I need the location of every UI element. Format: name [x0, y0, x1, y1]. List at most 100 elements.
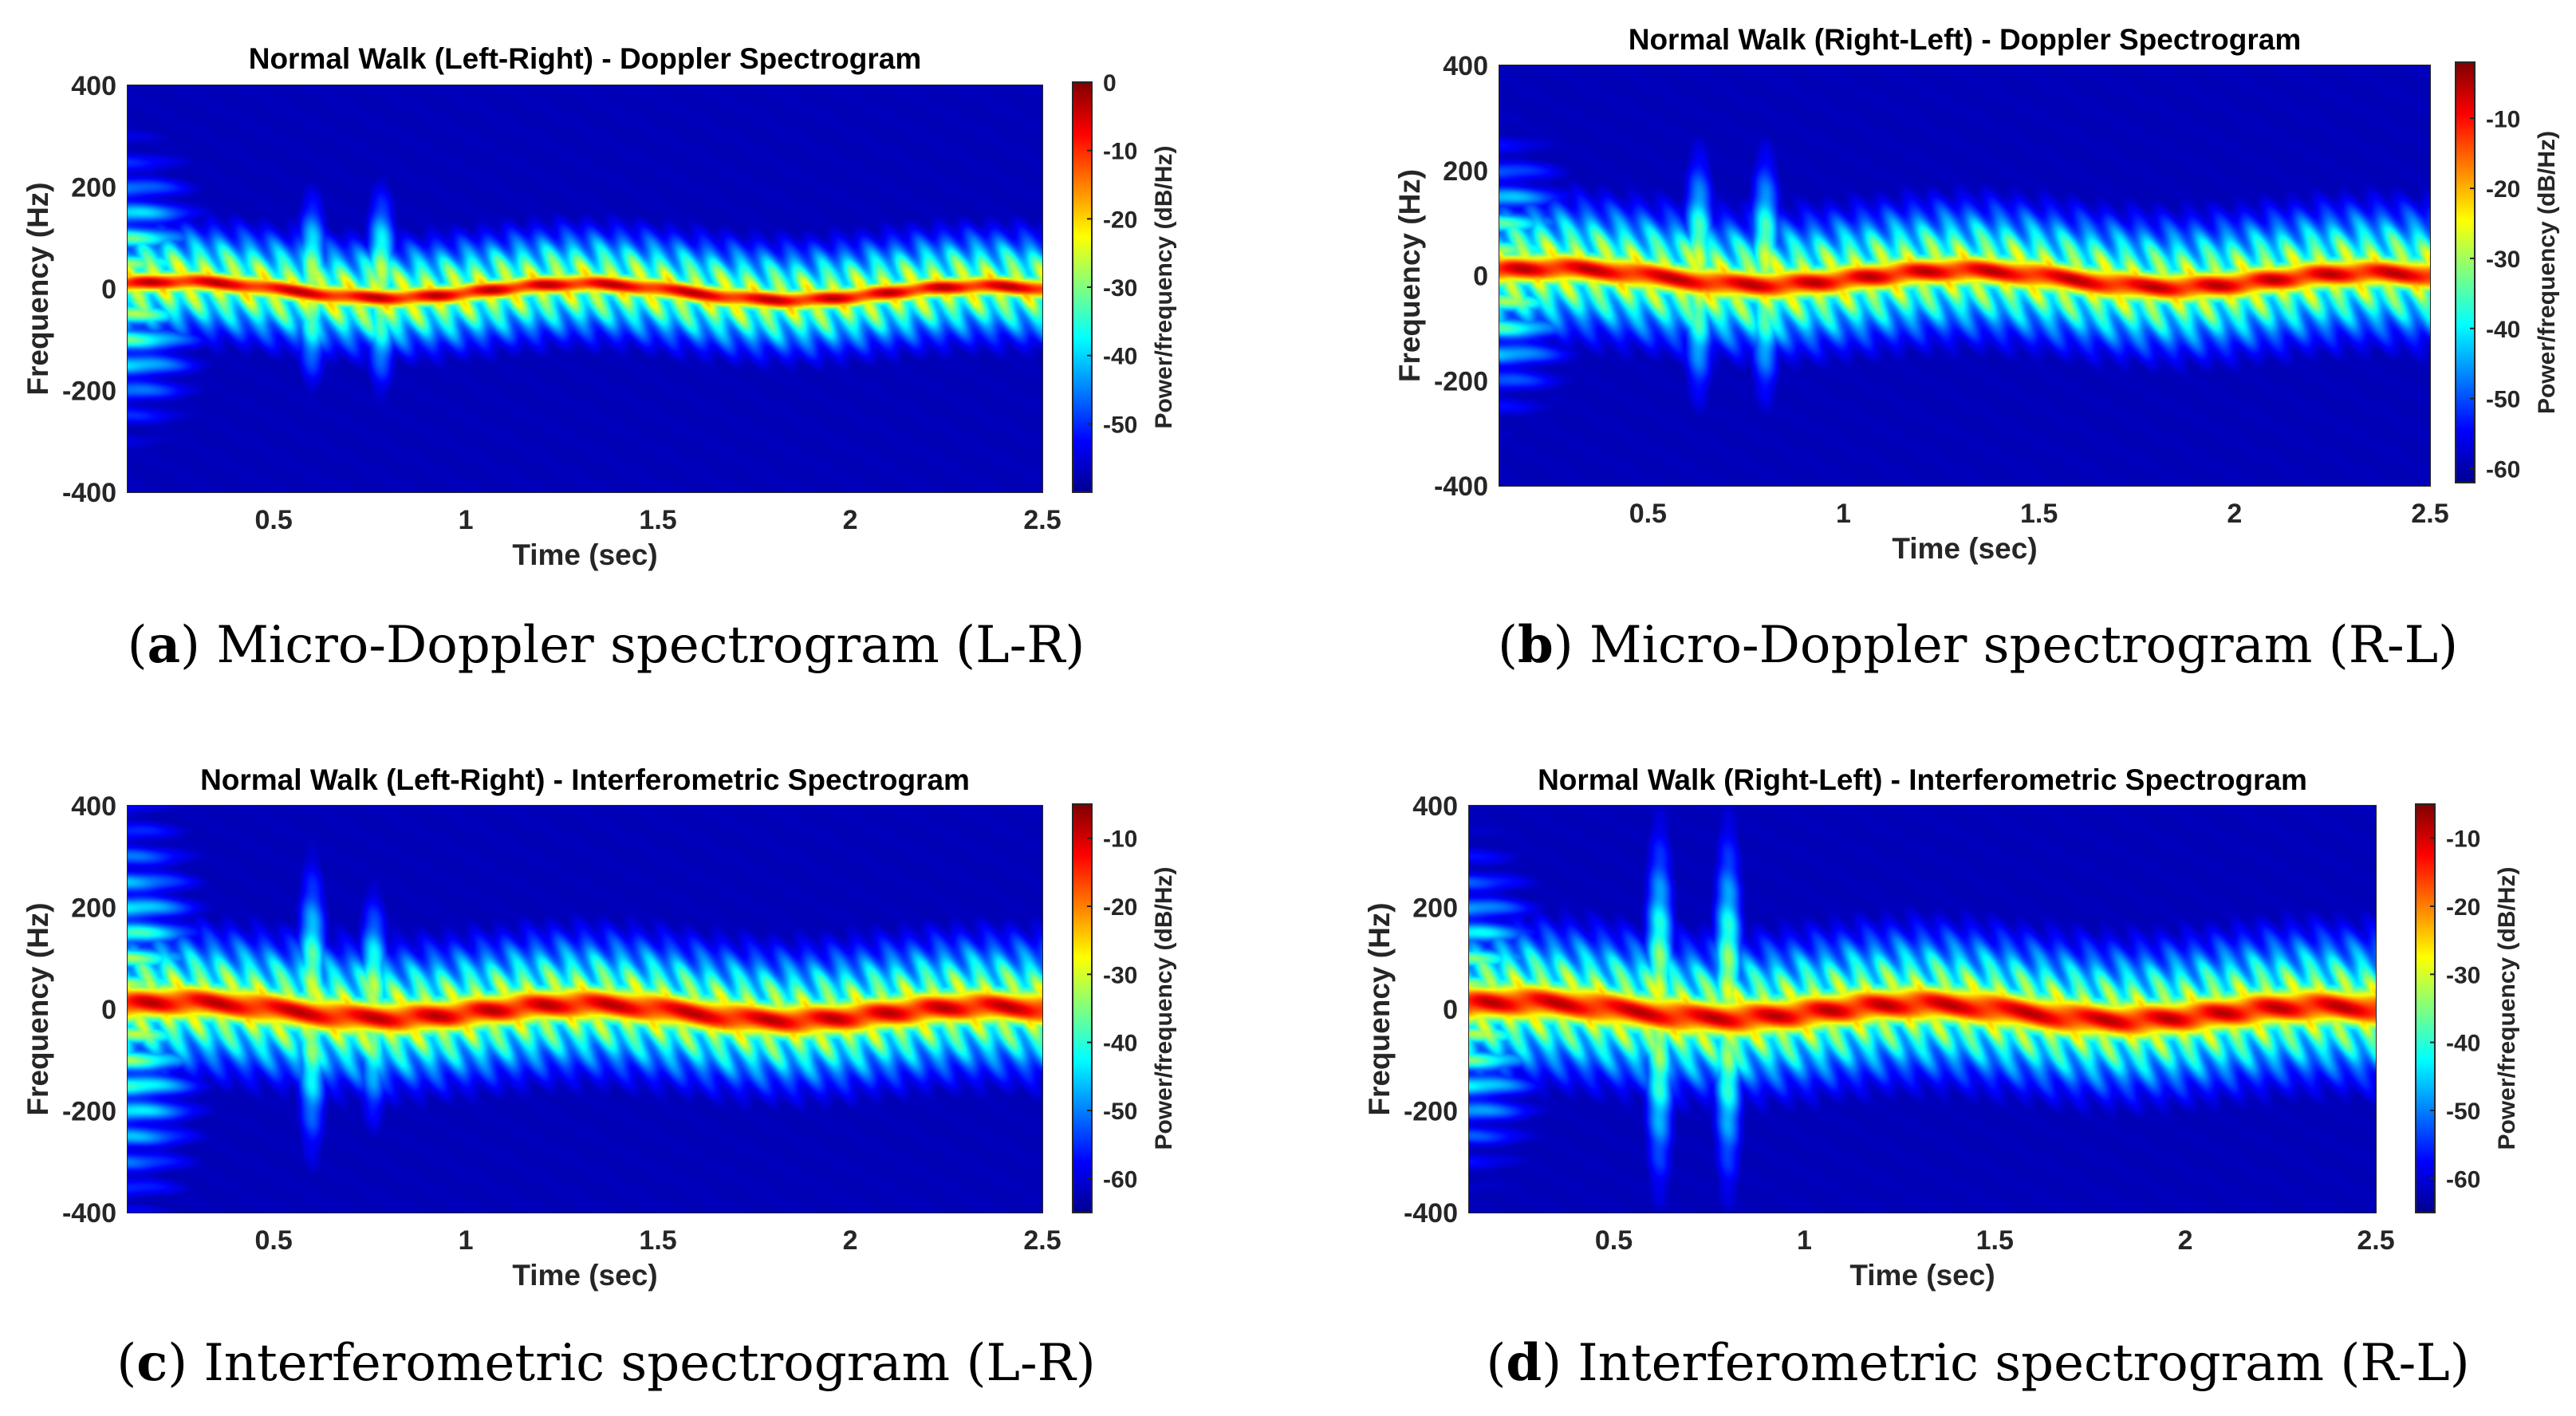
x-tick-label: 1.5: [1976, 1225, 2014, 1256]
chart-title: Normal Walk (Right-Left) - Interferometr…: [1538, 763, 2307, 796]
caption-paren-close: ): [1554, 616, 1589, 675]
colorbar-tick-label: -50: [2446, 1098, 2480, 1125]
spectrogram-heatmap: [1469, 806, 2376, 1213]
colorbar-tick-label: -40: [2486, 317, 2520, 343]
chart-title: Normal Walk (Left-Right) - Interferometr…: [200, 763, 970, 796]
x-tick-label: 2: [843, 1225, 858, 1256]
y-tick-label: -200: [62, 1097, 116, 1127]
y-tick-label: 400: [71, 71, 116, 101]
caption-label: b: [1518, 615, 1554, 675]
x-axis-label: Time (sec): [1849, 1259, 1995, 1292]
x-tick-label: 2: [843, 505, 858, 535]
colorbar-tick-label: -30: [1103, 962, 1137, 988]
x-tick-label: 0.5: [1629, 499, 1667, 529]
spectrogram-heatmap: [1499, 65, 2430, 486]
caption-text: Interferometric spectrogram (L-R): [203, 1334, 1095, 1393]
subfigure-caption: (d) Interferometric spectrogram (R-L): [1486, 1333, 2469, 1393]
chart-title: Normal Walk (Right-Left) - Doppler Spect…: [1629, 23, 2302, 56]
y-tick-label: -400: [62, 1198, 116, 1229]
y-tick-label: -400: [1434, 471, 1488, 502]
x-tick-label: 2.5: [2357, 1225, 2394, 1256]
colorbar-tick-label: -30: [1103, 275, 1137, 302]
spectrogram-panel-d: Normal Walk (Right-Left) - Interferometr…: [1363, 763, 2520, 1393]
x-tick-label: 1.5: [639, 505, 676, 535]
x-tick-label: 0.5: [1595, 1225, 1633, 1256]
colorbar-label: Power/frequency (dB/Hz): [1151, 145, 1177, 428]
colorbar-label: Power/frequency (dB/Hz): [2494, 866, 2520, 1150]
y-tick-label: -200: [1404, 1097, 1458, 1127]
y-tick-label: -400: [1404, 1198, 1458, 1229]
y-tick-label: 0: [101, 274, 116, 305]
x-tick-label: 2: [2227, 499, 2242, 529]
y-tick-label: 0: [101, 995, 116, 1025]
colorbar-tick-label: -60: [2446, 1166, 2480, 1193]
y-axis-label: Frequency (Hz): [22, 902, 54, 1115]
caption-paren-close: ): [180, 616, 216, 675]
colorbar-tick-label: -30: [2446, 962, 2480, 988]
y-tick-label: 200: [1412, 893, 1458, 924]
spectrogram-panel-a: Normal Walk (Left-Right) - Doppler Spect…: [22, 42, 1177, 675]
y-tick-label: 400: [1443, 51, 1488, 81]
y-tick-label: 200: [1443, 156, 1488, 187]
colorbar-tick-label: -10: [2446, 826, 2480, 853]
caption-paren-close: ): [167, 1334, 203, 1393]
caption-text: Micro-Doppler spectrogram (R-L): [1589, 616, 2458, 675]
caption-text: Interferometric spectrogram (R-L): [1578, 1334, 2469, 1393]
spectrogram-heatmap: [128, 806, 1042, 1213]
colorbar-tick-label: -50: [1103, 412, 1137, 438]
colorbar: [2415, 803, 2436, 1213]
caption-text: Micro-Doppler spectrogram (L-R): [216, 616, 1085, 675]
caption-paren-open: (: [1486, 1334, 1506, 1393]
subfigure-caption: (b) Micro-Doppler spectrogram (R-L): [1498, 615, 2458, 675]
spectrogram-panel-b: Normal Walk (Right-Left) - Doppler Spect…: [1393, 23, 2560, 675]
chart-title: Normal Walk (Left-Right) - Doppler Spect…: [249, 42, 922, 75]
x-tick-label: 0.5: [255, 505, 293, 535]
x-axis-label: Time (sec): [512, 1259, 657, 1292]
y-axis-label: Frequency (Hz): [22, 182, 54, 395]
x-axis-label: Time (sec): [512, 538, 657, 571]
colorbar-tick-label: -60: [2486, 456, 2520, 483]
y-tick-label: 0: [1443, 995, 1458, 1025]
colorbar-label: Power/frequency (dB/Hz): [2534, 131, 2560, 414]
colorbar: [2455, 61, 2476, 483]
y-tick-label: -200: [62, 377, 116, 407]
spectrogram-panel-c: Normal Walk (Left-Right) - Interferometr…: [22, 763, 1177, 1393]
x-tick-label: 2: [2178, 1225, 2193, 1256]
x-tick-label: 1: [1797, 1225, 1812, 1256]
colorbar-tick-label: -40: [1103, 344, 1137, 370]
colorbar-tick-label: -20: [2486, 176, 2520, 203]
subfigure-caption: (c) Interferometric spectrogram (L-R): [116, 1333, 1096, 1393]
y-tick-label: 400: [1412, 791, 1458, 822]
caption-paren-close: ): [1542, 1334, 1578, 1393]
colorbar-tick-label: -10: [1103, 139, 1137, 165]
caption-paren-open: (: [128, 616, 148, 675]
y-axis-label: Frequency (Hz): [1363, 902, 1396, 1115]
colorbar-tick-label: -20: [1103, 894, 1137, 921]
colorbar-tick-label: -30: [2486, 247, 2520, 273]
y-tick-label: 0: [1473, 262, 1488, 292]
colorbar-tick-label: -50: [2486, 387, 2520, 413]
x-axis-label: Time (sec): [1892, 532, 2037, 565]
x-tick-label: 0.5: [255, 1225, 293, 1256]
x-tick-label: 2.5: [1023, 1225, 1061, 1256]
y-tick-label: -400: [62, 478, 116, 508]
colorbar-label: Power/frequency (dB/Hz): [1151, 866, 1177, 1150]
y-tick-label: 200: [71, 893, 116, 924]
y-tick-label: 400: [71, 791, 116, 822]
x-tick-label: 1: [459, 1225, 474, 1256]
colorbar-tick-label: -40: [2446, 1031, 2480, 1057]
caption-label: a: [148, 615, 180, 675]
colorbar-tick-label: 0: [1103, 70, 1117, 97]
colorbar-tick-label: -40: [1103, 1031, 1137, 1057]
colorbar-tick-label: -50: [1103, 1098, 1137, 1125]
colorbar-tick-label: -10: [2486, 106, 2520, 132]
subfigure-caption: (a) Micro-Doppler spectrogram (L-R): [128, 615, 1085, 675]
caption-paren-open: (: [116, 1334, 136, 1393]
x-tick-label: 2.5: [1023, 505, 1061, 535]
x-tick-label: 1.5: [639, 1225, 676, 1256]
colorbar: [1072, 803, 1093, 1213]
x-tick-label: 2.5: [2411, 499, 2448, 529]
x-tick-label: 1: [459, 505, 474, 535]
y-tick-label: -200: [1434, 366, 1488, 396]
